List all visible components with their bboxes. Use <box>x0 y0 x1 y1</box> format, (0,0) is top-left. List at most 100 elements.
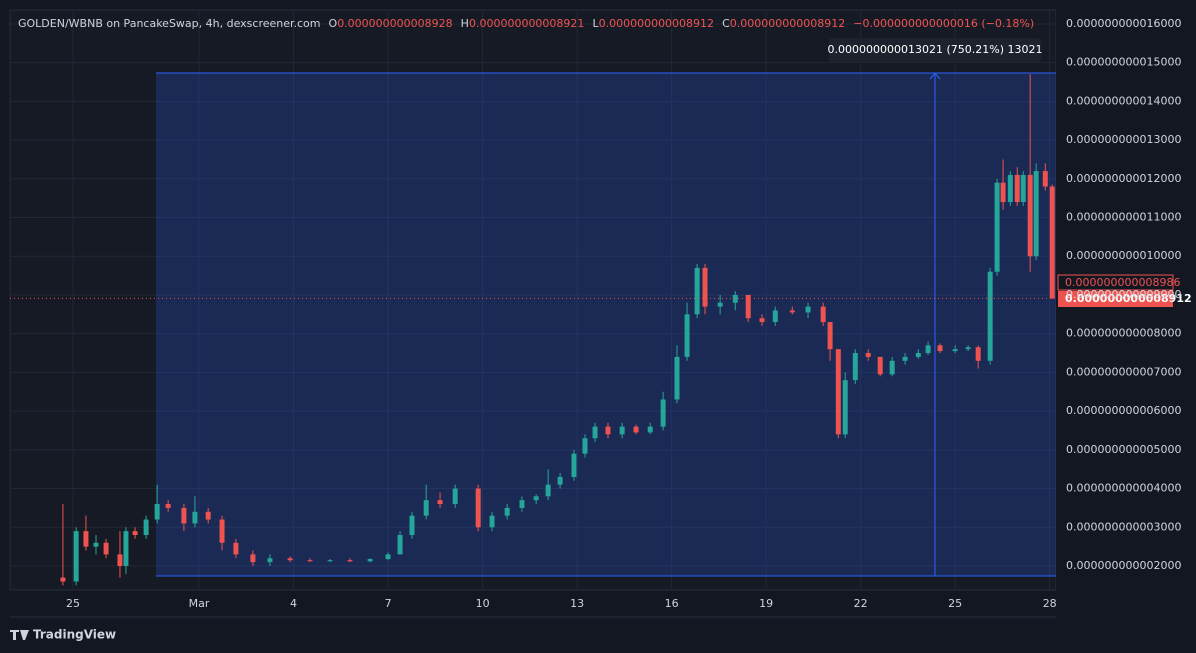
y-tick-label: 0.000000000002000 <box>1066 559 1181 572</box>
x-tick-label: 22 <box>854 597 868 610</box>
x-tick-label: Mar <box>189 597 210 610</box>
candle-body <box>367 559 373 562</box>
candle-body <box>827 322 833 350</box>
y-tick-label: 0.000000000005000 <box>1066 443 1181 456</box>
candle-body <box>545 484 551 497</box>
c-value: 0.000000000008912 <box>730 17 845 30</box>
candle-body <box>1042 171 1048 187</box>
y-tick-label: 0.000000000016000 <box>1066 17 1181 30</box>
candle-body <box>452 488 458 505</box>
candle-body <box>605 426 611 435</box>
candle-body <box>192 511 198 524</box>
candle-body <box>489 515 495 528</box>
candle-body <box>619 426 625 435</box>
candle-body <box>789 310 795 313</box>
candle-body <box>60 577 66 582</box>
measure-box <box>829 38 1041 62</box>
y-tick-label: 0.000000000014000 <box>1066 94 1181 107</box>
candle-body <box>1033 171 1039 257</box>
candles <box>10 74 1056 586</box>
x-tick-label: 10 <box>476 597 490 610</box>
candle-body <box>674 356 680 400</box>
y-tick-label: 0.000000000007000 <box>1066 365 1181 378</box>
price-tag <box>1058 291 1173 307</box>
y-tick-label: 0.000000000008000 <box>1066 327 1181 340</box>
y-tick-label: 0.000000000015000 <box>1066 56 1181 69</box>
candle-body <box>83 531 89 547</box>
candle-body <box>1007 174 1013 203</box>
x-tick-label: 4 <box>290 597 297 610</box>
candle-body <box>975 347 981 361</box>
candle-body <box>327 560 333 562</box>
change: −0.000000000000016 (−0.18%) <box>853 17 1034 30</box>
candle-body <box>533 496 539 501</box>
candle-body <box>397 535 403 555</box>
candle-body <box>250 554 256 563</box>
candle-body <box>702 267 708 307</box>
brand: TradingView <box>33 628 116 642</box>
measure-label: 0.000000000013021 (750.21%) 13021 <box>828 43 1043 56</box>
candle-body <box>717 302 723 307</box>
header: GOLDEN/WBNB on PancakeSwap, 4h, dexscree… <box>18 17 1034 30</box>
price-tag-outline <box>1057 274 1174 291</box>
candle-body <box>117 554 123 566</box>
o-label: O <box>329 17 338 30</box>
candle-body <box>143 519 149 536</box>
h-label: H <box>461 17 469 30</box>
candle-body <box>409 515 415 536</box>
y-tick-label: 0.000000000013000 <box>1066 133 1181 146</box>
o-value: 0.000000000008928 <box>337 17 452 30</box>
candle-body <box>123 531 129 566</box>
candle-body <box>805 306 811 313</box>
x-tick-label: 19 <box>759 597 773 610</box>
candle-body <box>519 500 525 508</box>
candle-body <box>759 318 765 323</box>
candle-body <box>772 310 778 323</box>
candle-body <box>347 560 353 562</box>
candle-body <box>745 294 751 319</box>
candle-body <box>103 542 109 555</box>
y-tick-label: 0.000000000009000 <box>1066 288 1181 301</box>
candle-body <box>307 560 313 562</box>
candle-body <box>902 356 908 361</box>
candle-body <box>994 182 1000 272</box>
candle-body <box>571 453 577 477</box>
candle-body <box>592 426 598 439</box>
candle-body <box>889 360 895 375</box>
y-tick-label: 0.000000000004000 <box>1066 482 1181 495</box>
candle-body <box>1027 174 1033 257</box>
x-tick-label: 13 <box>570 597 584 610</box>
candle-body <box>647 426 653 433</box>
plot-area <box>9 9 1057 591</box>
candle-body <box>987 271 993 361</box>
candle-body <box>423 500 429 516</box>
grid <box>10 10 1056 590</box>
candle-body <box>557 476 563 485</box>
y-tick-label: 0.000000000011000 <box>1066 211 1181 224</box>
candle-body <box>504 507 510 516</box>
symbol: GOLDEN/WBNB on PancakeSwap, 4h, dexscree… <box>18 17 321 30</box>
x-tick-label: 7 <box>385 597 392 610</box>
candle-body <box>835 349 841 435</box>
candle-body <box>1014 174 1020 203</box>
candle-body <box>1000 182 1006 203</box>
measure-range <box>156 73 1056 576</box>
candle-body <box>660 399 666 427</box>
candle-body <box>694 267 700 315</box>
candle-body <box>1049 186 1055 299</box>
y-tick-label: 0.000000000012000 <box>1066 172 1181 185</box>
candle-body <box>852 353 858 381</box>
h-value: 0.000000000008921 <box>469 17 584 30</box>
x-tick-label: 25 <box>948 597 962 610</box>
candle-body <box>385 554 391 560</box>
candle-body <box>219 519 225 543</box>
y-tick-label: 0.000000000010000 <box>1066 249 1181 262</box>
candle-body <box>865 353 871 357</box>
candle-body <box>475 488 481 528</box>
candle-body <box>915 353 921 357</box>
candle-body <box>820 306 826 323</box>
price-label: 0.000000000008986 <box>1065 276 1180 289</box>
candle-body <box>877 356 883 375</box>
l-value: 0.000000000008912 <box>599 17 714 30</box>
